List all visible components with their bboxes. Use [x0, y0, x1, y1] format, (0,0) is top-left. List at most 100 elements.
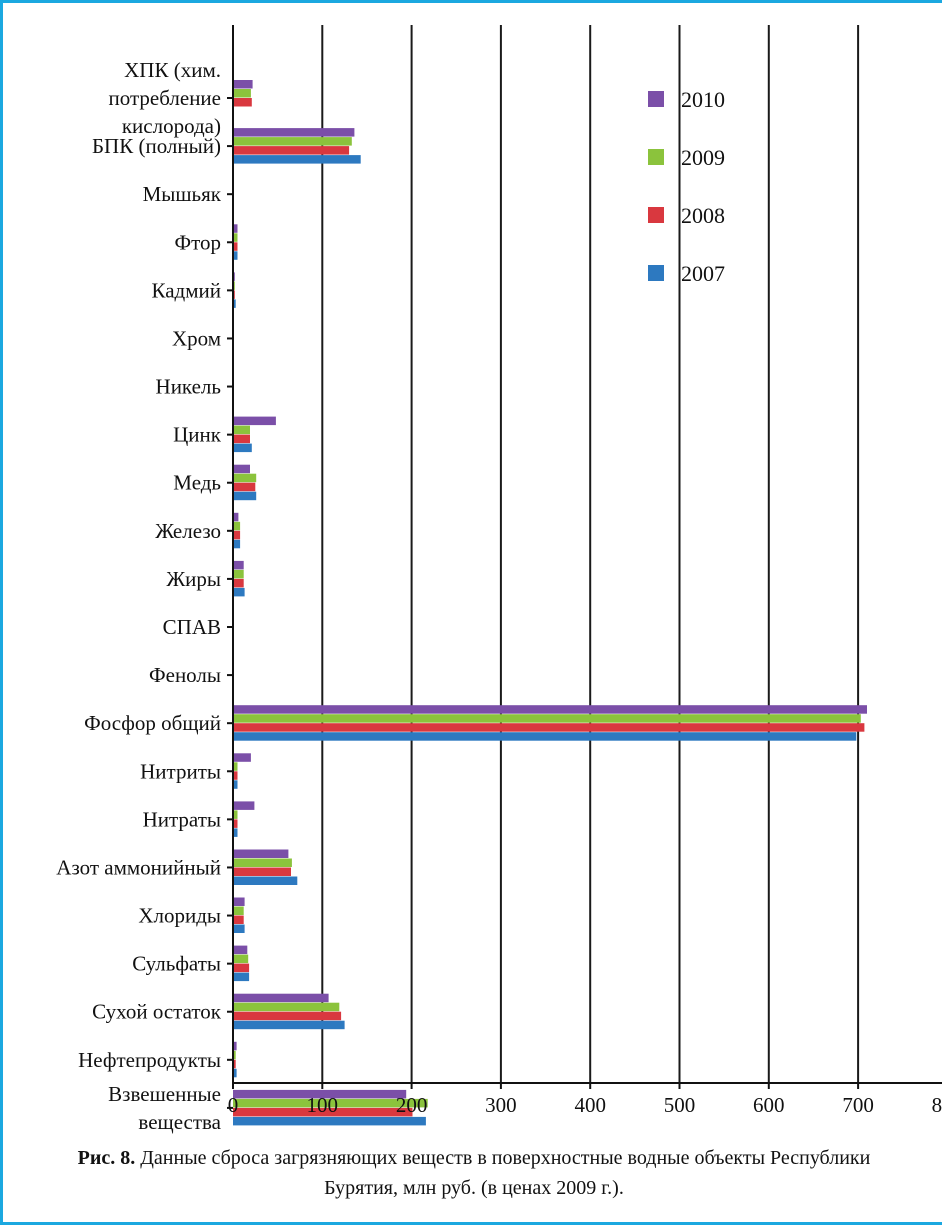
category-label-line: Никель	[156, 375, 221, 399]
x-tick-label-600: 600	[753, 1093, 785, 1117]
bar-0-2010	[233, 80, 253, 89]
bar-9-2008	[233, 530, 241, 540]
category-label-6: Никель	[156, 375, 221, 399]
bar-1-2009	[233, 137, 352, 146]
bar-18-2007	[233, 972, 250, 982]
bar-16-2010	[233, 849, 289, 858]
bar-21-2007	[233, 1116, 426, 1126]
bar-7-2009	[233, 425, 250, 435]
bar-4-2007	[233, 299, 236, 308]
category-label-line: вещества	[138, 1110, 221, 1134]
category-label-12: Фенолы	[149, 663, 221, 687]
category-label-3: Фтор	[175, 230, 222, 254]
bar-0-2008	[233, 98, 252, 107]
x-tick-label-700: 700	[842, 1093, 874, 1117]
bar-10-2007	[233, 587, 245, 597]
bar-17-2009	[233, 906, 244, 915]
category-label-5: Хром	[172, 327, 221, 351]
category-label-8: Медь	[173, 471, 221, 495]
category-label-19: Сухой остаток	[92, 1000, 222, 1024]
bar-7-2008	[233, 434, 250, 444]
bar-1-2007	[233, 155, 361, 164]
caption-label: Рис. 8.	[77, 1147, 136, 1169]
legend-swatch-2009	[648, 149, 664, 165]
category-label-16: Азот аммонийный	[56, 856, 221, 880]
legend-swatch-2007	[648, 265, 664, 281]
bar-15-2007	[233, 828, 238, 837]
bar-15-2008	[233, 819, 238, 828]
bar-9-2009	[233, 521, 241, 531]
category-label-line: Фосфор общий	[84, 711, 221, 735]
bar-13-2008	[233, 723, 865, 732]
bar-17-2010	[233, 897, 245, 906]
category-label-0: ХПК (хим. потребление кислорода)	[109, 58, 221, 138]
bar-18-2009	[233, 954, 249, 964]
legend-swatch-2008	[648, 207, 664, 223]
bar-1-2008	[233, 146, 350, 155]
category-label-1: БПК (полный)	[92, 134, 221, 158]
category-label-4: Кадмий	[151, 278, 221, 302]
bar-13-2009	[233, 714, 861, 723]
category-label-line: кислорода)	[122, 114, 221, 138]
category-label-11: СПАВ	[163, 615, 221, 639]
x-tick-label-800: 800	[932, 1093, 942, 1117]
category-label-line: Нитриты	[140, 759, 221, 783]
bar-0-2009	[233, 89, 251, 98]
bar-3-2008	[233, 242, 238, 251]
bar-20-2008	[233, 1059, 236, 1069]
bar-14-2008	[233, 771, 238, 780]
caption-text: Данные сброса загрязняющих веществ в пов…	[140, 1147, 871, 1199]
category-label-line: Цинк	[173, 423, 222, 447]
category-label-line: Сульфаты	[132, 952, 221, 976]
figure-caption: Рис. 8. Данные сброса загрязняющих вещес…	[43, 1143, 905, 1203]
category-label-line: БПК (полный)	[92, 134, 221, 158]
bar-19-2008	[233, 1011, 342, 1021]
category-label-9: Железо	[155, 519, 221, 543]
x-tick-label-400: 400	[574, 1093, 606, 1117]
category-label-2: Мышьяк	[143, 182, 222, 206]
x-tick-label-200: 200	[396, 1093, 428, 1117]
category-label-line: ХПК (хим.	[124, 58, 221, 82]
category-label-7: Цинк	[173, 423, 222, 447]
bar-17-2007	[233, 924, 245, 933]
category-label-20: Нефтепродукты	[78, 1048, 221, 1072]
bar-20-2009	[233, 1050, 236, 1060]
bar-18-2008	[233, 963, 250, 973]
bar-8-2007	[233, 491, 257, 501]
bar-10-2009	[233, 569, 244, 579]
category-label-line: Кадмий	[151, 278, 221, 302]
bar-14-2010	[233, 753, 251, 762]
legend-label-2008: 2008	[681, 203, 725, 228]
bar-16-2008	[233, 867, 291, 876]
bar-21-2010	[233, 1089, 407, 1099]
bar-10-2008	[233, 578, 244, 588]
category-label-13: Фосфор общий	[84, 711, 221, 735]
bar-21-2008	[233, 1107, 413, 1117]
bar-20-2010	[233, 1041, 237, 1051]
category-label-line: Сухой остаток	[92, 1000, 222, 1024]
bar-9-2007	[233, 539, 241, 549]
bar-21-2009	[233, 1098, 428, 1108]
category-label-line: Нефтепродукты	[78, 1048, 221, 1072]
x-tick-label-100: 100	[307, 1093, 339, 1117]
bar-15-2010	[233, 801, 255, 810]
category-label-line: Фенолы	[149, 663, 221, 687]
category-label-line: СПАВ	[163, 615, 221, 639]
category-label-21: Взвешенные вещества	[108, 1082, 221, 1134]
bar-15-2009	[233, 810, 238, 819]
bar-10-2010	[233, 560, 244, 570]
category-label-line: Хром	[172, 327, 221, 351]
bar-17-2008	[233, 915, 244, 924]
bar-1-2010	[233, 128, 355, 137]
x-tick-label-500: 500	[664, 1093, 696, 1117]
category-label-18: Сульфаты	[132, 952, 221, 976]
legend-label-2009: 2009	[681, 145, 725, 170]
x-tick-label-300: 300	[485, 1093, 517, 1117]
category-label-line: потребление	[109, 86, 221, 110]
bar-16-2009	[233, 858, 292, 867]
bar-14-2009	[233, 762, 238, 771]
bar-8-2008	[233, 482, 256, 492]
legend-label-2007: 2007	[681, 261, 725, 286]
category-label-15: Нитраты	[143, 807, 221, 831]
